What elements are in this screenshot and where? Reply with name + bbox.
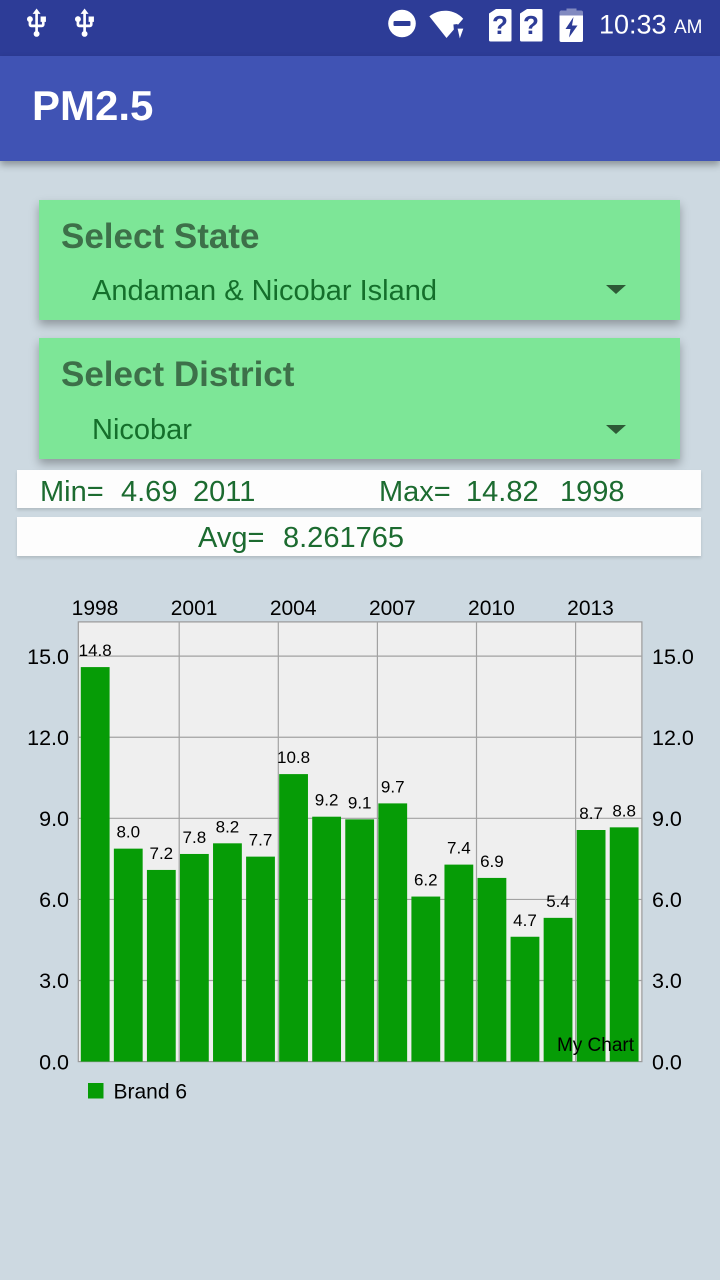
svg-text:4.7: 4.7	[513, 911, 537, 930]
svg-text:7.4: 7.4	[447, 839, 471, 858]
svg-text:10.8: 10.8	[277, 748, 310, 767]
svg-text:6.9: 6.9	[480, 852, 504, 871]
svg-text:7.2: 7.2	[149, 844, 173, 863]
svg-text:9.1: 9.1	[348, 793, 372, 812]
svg-text:7.8: 7.8	[183, 828, 207, 847]
svg-text:8.0: 8.0	[116, 823, 140, 842]
svg-text:AM: AM	[674, 17, 703, 38]
svg-text:2001: 2001	[171, 597, 218, 620]
svg-text:9.2: 9.2	[315, 791, 339, 810]
svg-text:0.0: 0.0	[652, 1050, 682, 1074]
svg-text:?: ?	[492, 10, 508, 40]
svg-text:8.8: 8.8	[612, 801, 636, 820]
svg-text:My Chart: My Chart	[557, 1035, 635, 1056]
svg-text:7.7: 7.7	[249, 831, 273, 850]
svg-text:?: ?	[523, 10, 539, 40]
svg-text:9.0: 9.0	[39, 807, 69, 831]
svg-text:10:33: 10:33	[599, 10, 667, 40]
svg-text:6.0: 6.0	[39, 888, 69, 912]
svg-text:12.0: 12.0	[652, 726, 694, 750]
svg-text:15.0: 15.0	[652, 645, 694, 669]
svg-text:2013: 2013	[567, 597, 614, 620]
svg-text:Brand 6: Brand 6	[114, 1080, 188, 1103]
svg-text:2004: 2004	[270, 597, 317, 620]
svg-text:5.4: 5.4	[546, 892, 570, 911]
svg-text:15.0: 15.0	[27, 645, 69, 669]
svg-text:8.2: 8.2	[216, 817, 240, 836]
svg-text:6.0: 6.0	[652, 888, 682, 912]
svg-text:2010: 2010	[468, 597, 515, 620]
svg-text:6.2: 6.2	[414, 871, 438, 890]
svg-text:9.7: 9.7	[381, 777, 405, 796]
svg-text:0.0: 0.0	[39, 1050, 69, 1074]
svg-text:3.0: 3.0	[39, 969, 69, 993]
svg-text:1998: 1998	[72, 597, 119, 620]
svg-text:2007: 2007	[369, 597, 416, 620]
svg-text:9.0: 9.0	[652, 807, 682, 831]
svg-text:8.7: 8.7	[579, 804, 603, 823]
svg-text:3.0: 3.0	[652, 969, 682, 993]
svg-text:12.0: 12.0	[27, 726, 69, 750]
svg-text:14.8: 14.8	[79, 641, 112, 660]
